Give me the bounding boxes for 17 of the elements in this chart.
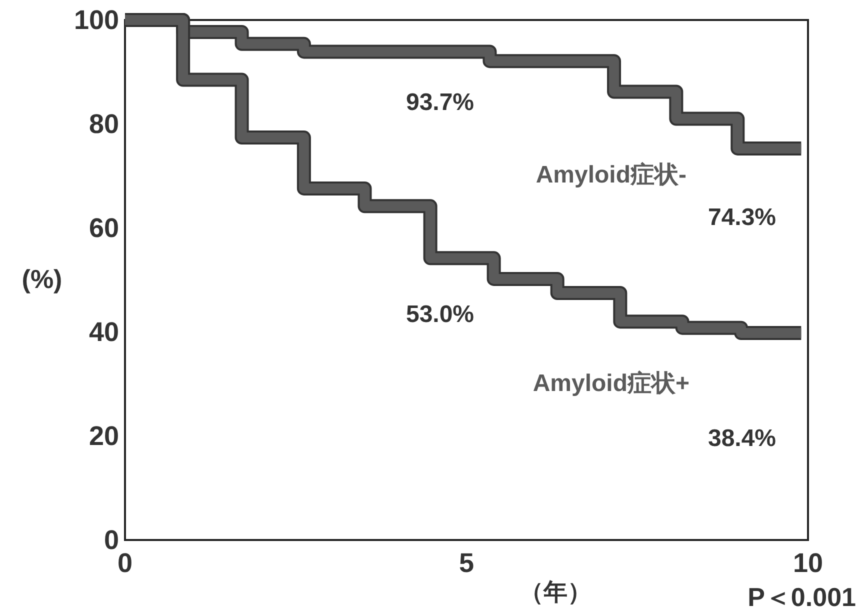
y-tick-label: 100: [74, 5, 119, 35]
y-tick-label: 0: [104, 525, 119, 555]
annotation: 74.3%: [708, 204, 776, 231]
annotation: 93.7%: [406, 89, 474, 116]
x-tick-label: 10: [792, 548, 824, 578]
annotation: 38.4%: [708, 425, 776, 452]
x-tick-label: 5: [458, 548, 474, 578]
series-label: Amyloid症状+: [532, 370, 690, 398]
y-tick-label: 40: [88, 317, 119, 347]
y-tick-label: 60: [88, 213, 119, 243]
series-label: Amyloid症状-: [536, 161, 687, 188]
text: P＜0.001: [748, 582, 856, 612]
x-axis-title: （年）: [519, 579, 592, 606]
annotation: 53.0%: [406, 301, 474, 328]
y-tick-label: 20: [88, 421, 119, 451]
y-tick-label: 80: [88, 109, 119, 139]
y-axis-title: (%): [22, 264, 62, 294]
